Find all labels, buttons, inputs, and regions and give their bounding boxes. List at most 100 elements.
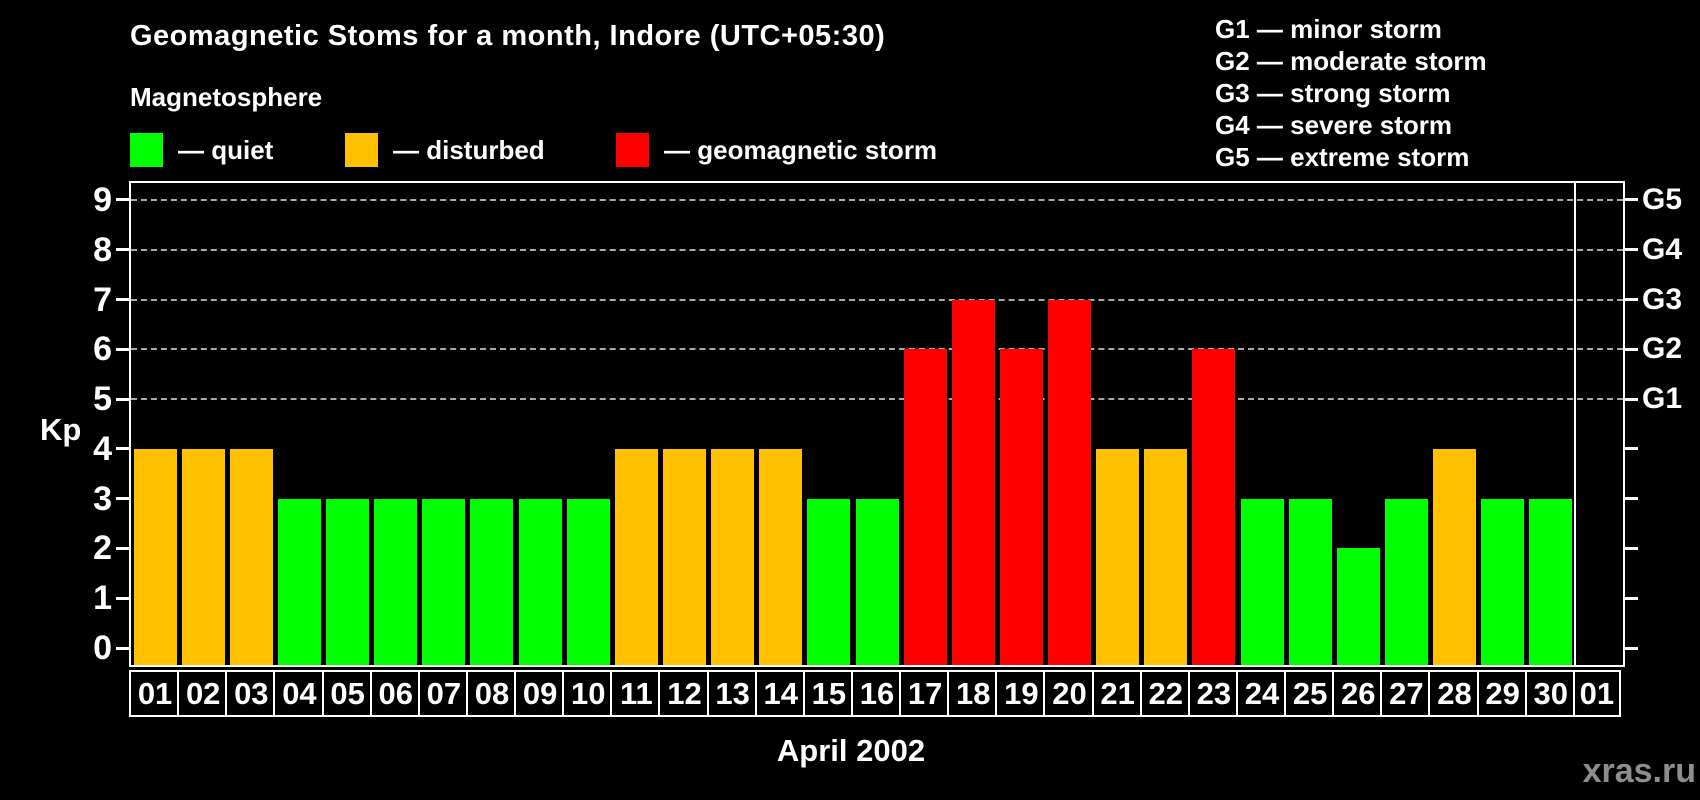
day-label-26: 27	[1380, 670, 1431, 717]
gridline-kp-7	[131, 298, 1623, 301]
legend-item-disturbed: — disturbed	[345, 132, 545, 168]
kp-tick-label-2: 2	[93, 529, 112, 568]
g-axis-label-G5: G5	[1642, 182, 1683, 216]
kp-tick-1	[116, 596, 129, 600]
bar-day-06	[374, 498, 418, 665]
g-axis-tick-3	[1625, 497, 1638, 501]
legend-swatch-disturbed	[345, 133, 378, 167]
g-axis-tick-0	[1625, 646, 1638, 650]
g-axis-tick-7	[1625, 298, 1638, 302]
bar-day-16	[855, 498, 899, 665]
bar-day-19	[999, 349, 1043, 665]
g-axis-tick-1	[1625, 596, 1638, 600]
day-label-15: 16	[850, 670, 902, 717]
bar-day-17	[903, 349, 947, 665]
day-label-12: 13	[706, 670, 757, 717]
day-label-17: 18	[947, 670, 998, 717]
g-axis-tick-9	[1625, 198, 1638, 202]
bar-day-24	[1240, 498, 1284, 665]
day-label-7: 08	[465, 670, 517, 717]
day-label-28: 29	[1476, 670, 1527, 717]
kp-tick-7	[116, 298, 129, 302]
kp-tick-2	[116, 546, 129, 550]
bar-day-10	[566, 498, 610, 665]
day-label-2: 03	[225, 670, 276, 717]
day-label-21: 22	[1139, 670, 1190, 717]
day-label-8: 09	[514, 670, 565, 717]
g-axis-tick-8	[1625, 248, 1638, 252]
day-label-24: 25	[1284, 670, 1335, 717]
day-label-20: 21	[1091, 670, 1142, 717]
day-label-23: 24	[1235, 670, 1287, 717]
plot-area	[129, 181, 1625, 667]
chart-title: Geomagnetic Stoms for a month, Indore (U…	[130, 20, 886, 52]
legend-label-storm: — geomagnetic storm	[664, 134, 938, 165]
g-axis-label-G2: G2	[1642, 332, 1683, 366]
g-axis-tick-2	[1625, 546, 1638, 550]
g-scale-line: G2 — moderate storm	[1215, 46, 1487, 76]
kp-tick-6	[116, 347, 129, 351]
kp-tick-4	[116, 447, 129, 451]
g-scale-line: G3 — strong storm	[1215, 78, 1451, 108]
legend-swatch-storm	[616, 133, 649, 167]
watermark: xras.ru	[1582, 752, 1696, 790]
day-label-29: 30	[1524, 670, 1575, 717]
day-label-10: 11	[610, 670, 661, 717]
g-axis-tick-4	[1625, 447, 1638, 451]
gridline-kp-6	[131, 348, 1623, 351]
legend-label-disturbed: — disturbed	[393, 134, 545, 165]
bar-day-26	[1336, 548, 1380, 665]
kp-tick-0	[116, 646, 129, 650]
gridline-kp-8	[131, 248, 1623, 251]
kp-tick-label-0: 0	[93, 629, 112, 668]
bar-day-04	[277, 498, 321, 665]
bar-day-05	[326, 498, 370, 665]
day-label-9: 10	[562, 670, 613, 717]
g-scale-line: G4 — severe storm	[1215, 110, 1453, 140]
bar-day-30	[1529, 498, 1573, 665]
day-label-19: 20	[1043, 670, 1094, 717]
bar-day-13	[711, 448, 755, 665]
bar-day-23	[1192, 349, 1236, 665]
day-label-4: 05	[321, 670, 372, 717]
day-label-6: 07	[417, 670, 468, 717]
bar-day-02	[181, 448, 225, 665]
g-scale-line: G1 — minor storm	[1215, 14, 1442, 44]
bar-day-03	[229, 448, 273, 665]
kp-tick-label-5: 5	[93, 380, 112, 419]
kp-tick-label-7: 7	[93, 280, 112, 319]
day-label-22: 23	[1187, 670, 1238, 717]
day-label-11: 12	[658, 670, 709, 717]
month-label: April 2002	[776, 733, 926, 768]
kp-tick-3	[116, 497, 129, 501]
g-axis-label-G4: G4	[1642, 232, 1683, 266]
kp-tick-label-3: 3	[93, 479, 112, 518]
bar-day-08	[470, 498, 514, 665]
bar-day-15	[807, 498, 851, 665]
bar-day-20	[1048, 299, 1092, 665]
bar-day-28	[1433, 448, 1477, 665]
bar-day-22	[1144, 448, 1188, 665]
month-separator	[1573, 183, 1576, 665]
magnetosphere-label: Magnetosphere	[130, 82, 323, 112]
day-label-30: 01	[1572, 670, 1621, 717]
bar-day-01	[133, 448, 177, 665]
bar-day-29	[1481, 498, 1525, 665]
day-label-13: 14	[754, 670, 805, 717]
bar-day-25	[1288, 498, 1332, 665]
g-scale-legend: G1 — minor storm G2 — moderate storm G3 — …	[1215, 13, 1487, 173]
g-axis-label-G3: G3	[1642, 282, 1683, 316]
legend-swatch-quiet	[130, 133, 163, 167]
bar-day-11	[614, 448, 658, 665]
legend-item-quiet: — quiet	[130, 132, 273, 168]
bar-day-18	[951, 299, 995, 665]
kp-tick-label-4: 4	[93, 429, 112, 468]
kp-tick-9	[116, 198, 129, 202]
plot-inner	[131, 183, 1623, 665]
kp-tick-label-6: 6	[93, 330, 112, 369]
day-label-16: 17	[899, 670, 950, 717]
day-label-18: 19	[995, 670, 1046, 717]
bar-day-09	[518, 498, 562, 665]
day-label-25: 26	[1332, 670, 1383, 717]
